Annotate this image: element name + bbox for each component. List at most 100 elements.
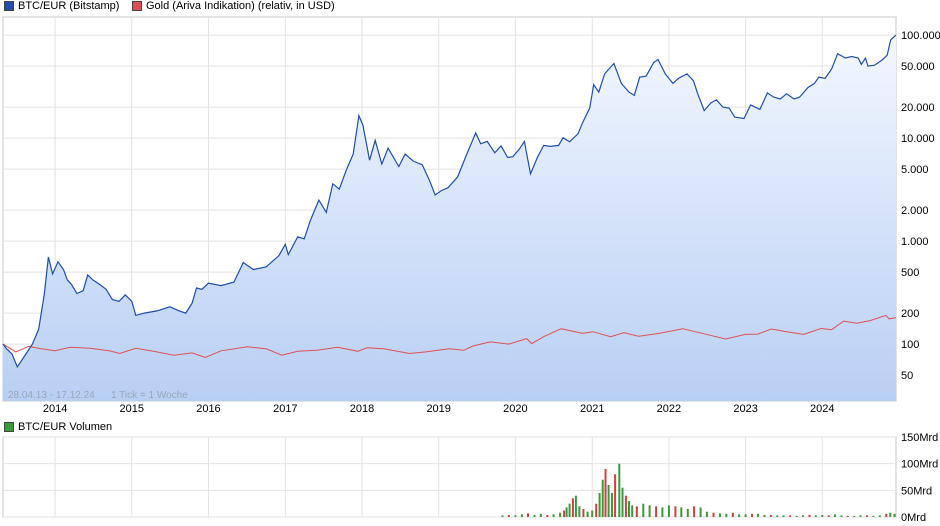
volume-plot-frame (2, 436, 897, 518)
volume-bars (501, 463, 896, 517)
volume-bar (661, 507, 664, 517)
volume-bar (595, 503, 598, 517)
volume-y-axis-labels: 150Mrd 100Mrd 50Mrd 0Mrd (901, 432, 938, 524)
volume-bar (539, 513, 542, 517)
volume-bar (833, 514, 836, 517)
volume-bar (546, 514, 549, 517)
volume-bar (514, 515, 517, 517)
volume-bar (693, 506, 696, 517)
volume-bar (507, 514, 510, 517)
volume-bar (533, 514, 536, 517)
x-tick-label: 2019 (426, 403, 450, 415)
y-tick-label: 100.000 (901, 30, 940, 42)
volume-bar (872, 515, 875, 517)
main-y-axis-labels: 100.000 50.000 20.000 10.000 5.000 2.000 1.000… (901, 30, 940, 382)
legend-volume: BTC/EUR Volumen (4, 421, 112, 433)
volume-bar (614, 474, 617, 517)
x-tick-label: 2018 (350, 403, 374, 415)
volume-bar (763, 514, 766, 517)
volume-bar (878, 515, 881, 517)
legend-volume-swatch (4, 422, 14, 432)
x-tick-label: 2024 (810, 403, 834, 415)
volume-grid (3, 436, 896, 518)
volume-bar (501, 515, 504, 517)
volume-bar (795, 515, 798, 517)
volume-bar (642, 503, 645, 517)
volume-bar (827, 515, 830, 517)
x-tick-label: 2017 (273, 403, 297, 415)
volume-bar (680, 507, 683, 517)
x-tick-label: 2015 (120, 403, 144, 415)
volume-bar (885, 513, 888, 517)
volume-bar (607, 485, 610, 517)
volume-bar (725, 513, 728, 517)
volume-bar (808, 514, 811, 517)
volume-bar (776, 515, 779, 517)
legend-btc: BTC/EUR (Bitstamp) (4, 0, 119, 12)
y-tick-label: 50 (901, 370, 913, 382)
volume-bar (751, 513, 754, 517)
volume-bar (648, 505, 651, 517)
volume-bar (559, 512, 562, 517)
legend-gold-label: Gold (Ariva Indikation) (relativ, in USD… (146, 0, 335, 12)
volume-bar (574, 495, 577, 517)
volume-bar (582, 509, 585, 517)
y-tick-label: 10.000 (901, 133, 935, 145)
volume-bar (853, 515, 856, 517)
volume-bar (667, 505, 670, 517)
volume-bar (563, 510, 566, 517)
volume-bar (552, 514, 555, 517)
x-tick-label: 2022 (657, 403, 681, 415)
volume-bar (674, 506, 677, 517)
volume-bar (769, 514, 772, 517)
volume-bar (789, 515, 792, 517)
y-tick-label: 200 (901, 308, 919, 320)
volume-bar (571, 498, 574, 517)
legend-btc-label: BTC/EUR (Bitstamp) (18, 0, 120, 12)
volume-bar (621, 487, 624, 517)
x-tick-label: 2020 (503, 403, 527, 415)
legend-volume-label: BTC/EUR Volumen (18, 421, 113, 433)
volume-bar (801, 515, 804, 517)
volume-bar (601, 479, 604, 517)
volume-bar (859, 515, 862, 517)
volume-y-tick-label: 0Mrd (901, 512, 926, 524)
volume-bar (731, 512, 734, 517)
x-tick-label: 2023 (733, 403, 757, 415)
volume-bar (655, 506, 658, 517)
volume-bar (604, 469, 607, 517)
volume-bar (624, 495, 627, 517)
volume-y-tick-label: 50Mrd (901, 485, 932, 497)
y-tick-label: 20.000 (901, 102, 935, 114)
volume-y-tick-label: 150Mrd (901, 432, 938, 444)
volume-bar (611, 493, 613, 517)
x-axis-labels: 2014 2015 2016 2017 2018 2019 2020 2021 2022 2023… (43, 403, 835, 415)
range-info: 28.04.13 - 17.12.24 (8, 390, 95, 401)
volume-bar (738, 514, 741, 517)
volume-bar (719, 513, 721, 517)
volume-bar (744, 514, 747, 517)
volume-bar (591, 510, 594, 517)
volume-bar (893, 513, 896, 517)
volume-bar (520, 514, 523, 517)
volume-bar (889, 512, 892, 517)
gold-series-line (2, 314, 897, 359)
volume-bar (578, 506, 581, 517)
volume-bar (586, 511, 589, 517)
volume-bar (699, 507, 702, 517)
volume-bar (635, 506, 638, 517)
volume-bar (814, 515, 817, 517)
volume-y-tick-label: 100Mrd (901, 459, 938, 471)
y-tick-label: 1.000 (901, 236, 929, 248)
y-tick-label: 5.000 (901, 164, 929, 176)
btc-series-line (2, 34, 897, 369)
y-tick-label: 100 (901, 339, 919, 351)
x-tick-label: 2021 (580, 403, 604, 415)
legend-gold-swatch (132, 1, 142, 11)
volume-bar (846, 515, 849, 517)
volume-bar (866, 515, 868, 517)
x-tick-label: 2016 (196, 403, 220, 415)
y-tick-label: 2.000 (901, 205, 929, 217)
tick-info: 1 Tick = 1 Woche (111, 390, 188, 401)
